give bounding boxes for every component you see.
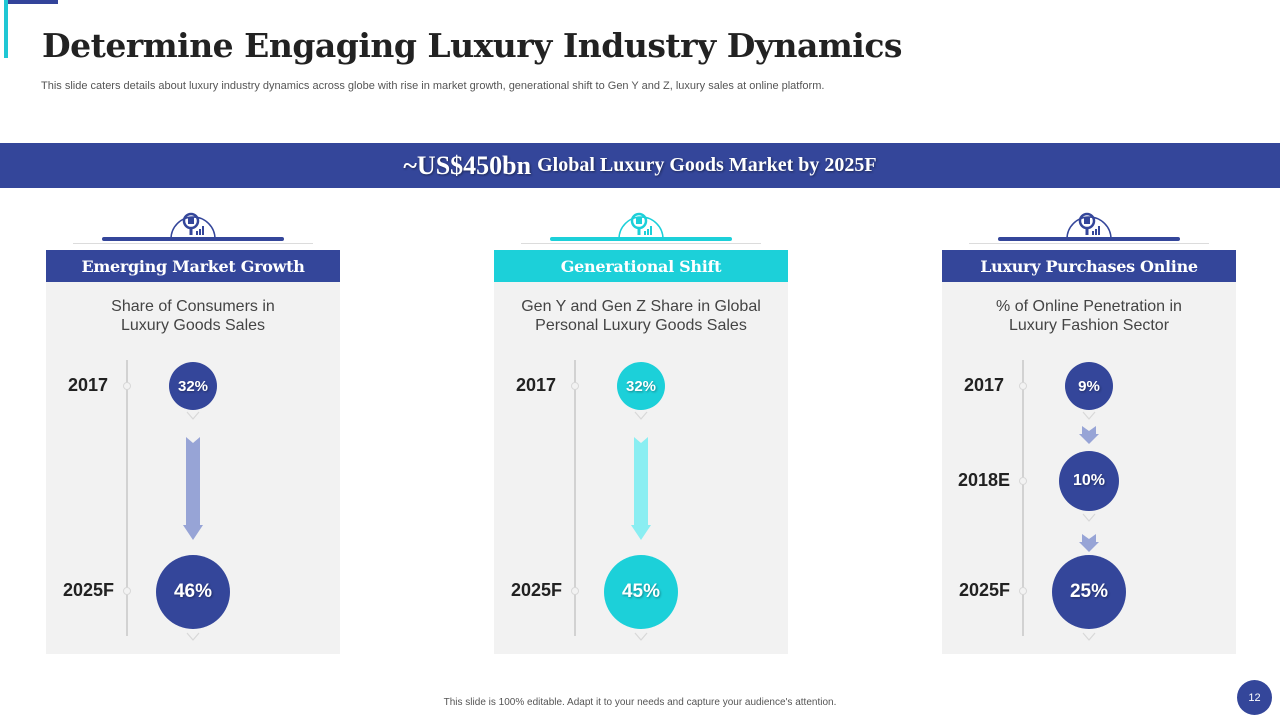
- value-start: 32%: [617, 362, 665, 410]
- caption-line: Gen Y and Gen Z Share in Global: [521, 298, 761, 315]
- pin-marker: [634, 411, 648, 420]
- year-start: 2017: [515, 375, 556, 395]
- icon-underline: [969, 243, 1209, 244]
- card-header: Generational Shift: [494, 250, 788, 282]
- timeline-dot: [571, 382, 579, 390]
- caption-line: Luxury Goods Sales: [120, 317, 266, 334]
- banner-text: Global Luxury Goods Market by 2025F: [537, 154, 877, 176]
- page-title: Determine Engaging Luxury Industry Dynam…: [42, 26, 903, 65]
- card-caption: % of Online Penetration in Luxury Fashio…: [942, 297, 1236, 335]
- year-mid: 2018E: [957, 470, 1010, 490]
- caption-line: % of Online Penetration in: [996, 298, 1182, 315]
- pin-marker: [1082, 411, 1096, 420]
- timeline-line: [574, 360, 576, 636]
- icon-underline: [73, 243, 313, 244]
- pin-marker: [1082, 632, 1096, 641]
- value-end: 45%: [604, 555, 678, 629]
- magnifier-chart-icon: [1061, 207, 1117, 241]
- year-end: 2025F: [510, 580, 562, 600]
- market-banner: ~US$450bn Global Luxury Goods Market by …: [0, 143, 1280, 188]
- year-start: 2017: [963, 375, 1004, 395]
- card-generational-shift: Generational Shift Gen Y and Gen Z Share…: [494, 207, 788, 654]
- value-end: 25%: [1052, 555, 1126, 629]
- pin-marker: [634, 632, 648, 641]
- pin-marker: [186, 632, 200, 641]
- year-end: 2025F: [62, 580, 114, 600]
- magnifier-chart-icon: [165, 207, 221, 241]
- card-caption: Gen Y and Gen Z Share in Global Personal…: [494, 297, 788, 335]
- timeline-dot: [571, 587, 579, 595]
- timeline-dot: [1019, 382, 1027, 390]
- timeline-line: [1022, 360, 1024, 636]
- banner-highlight: ~US$450bn: [403, 150, 532, 180]
- timeline-dot: [1019, 587, 1027, 595]
- year-start: 2017: [67, 375, 108, 395]
- accent-bar-left: [4, 0, 8, 58]
- value-mid: 10%: [1059, 451, 1119, 511]
- timeline-dot: [123, 587, 131, 595]
- magnifier-chart-icon: [613, 207, 669, 241]
- card-body: Share of Consumers in Luxury Goods Sales…: [46, 282, 340, 654]
- value-start: 9%: [1065, 362, 1113, 410]
- page-subtitle: This slide caters details about luxury i…: [41, 80, 825, 92]
- caption-line: Share of Consumers in: [111, 298, 275, 315]
- card-body: Gen Y and Gen Z Share in Global Personal…: [494, 282, 788, 654]
- card-luxury-online: Luxury Purchases Online % of Online Pene…: [942, 207, 1236, 654]
- card-header: Luxury Purchases Online: [942, 250, 1236, 282]
- page-number: 12: [1237, 680, 1272, 715]
- arrow-down-icon: [1079, 426, 1099, 444]
- card-header: Emerging Market Growth: [46, 250, 340, 282]
- timeline-dot: [123, 382, 131, 390]
- caption-line: Luxury Fashion Sector: [1008, 317, 1170, 334]
- accent-bar-top: [4, 0, 58, 4]
- arrow-down-icon: [631, 437, 651, 540]
- pin-marker: [186, 411, 200, 420]
- timeline-dot: [1019, 477, 1027, 485]
- icon-accent-line: [998, 237, 1180, 241]
- card-emerging-market: Emerging Market Growth Share of Consumer…: [46, 207, 340, 654]
- arrow-down-icon: [183, 437, 203, 540]
- arrow-down-icon: [1079, 534, 1099, 552]
- card-caption: Share of Consumers in Luxury Goods Sales: [46, 297, 340, 335]
- icon-accent-line: [102, 237, 284, 241]
- caption-line: Personal Luxury Goods Sales: [535, 317, 747, 334]
- year-end: 2025F: [958, 580, 1010, 600]
- card-body: % of Online Penetration in Luxury Fashio…: [942, 282, 1236, 654]
- icon-accent-line: [550, 237, 732, 241]
- icon-underline: [521, 243, 761, 244]
- footer-note: This slide is 100% editable. Adapt it to…: [443, 697, 837, 708]
- pin-marker: [1082, 513, 1096, 522]
- value-start: 32%: [169, 362, 217, 410]
- value-end: 46%: [156, 555, 230, 629]
- timeline-line: [126, 360, 128, 636]
